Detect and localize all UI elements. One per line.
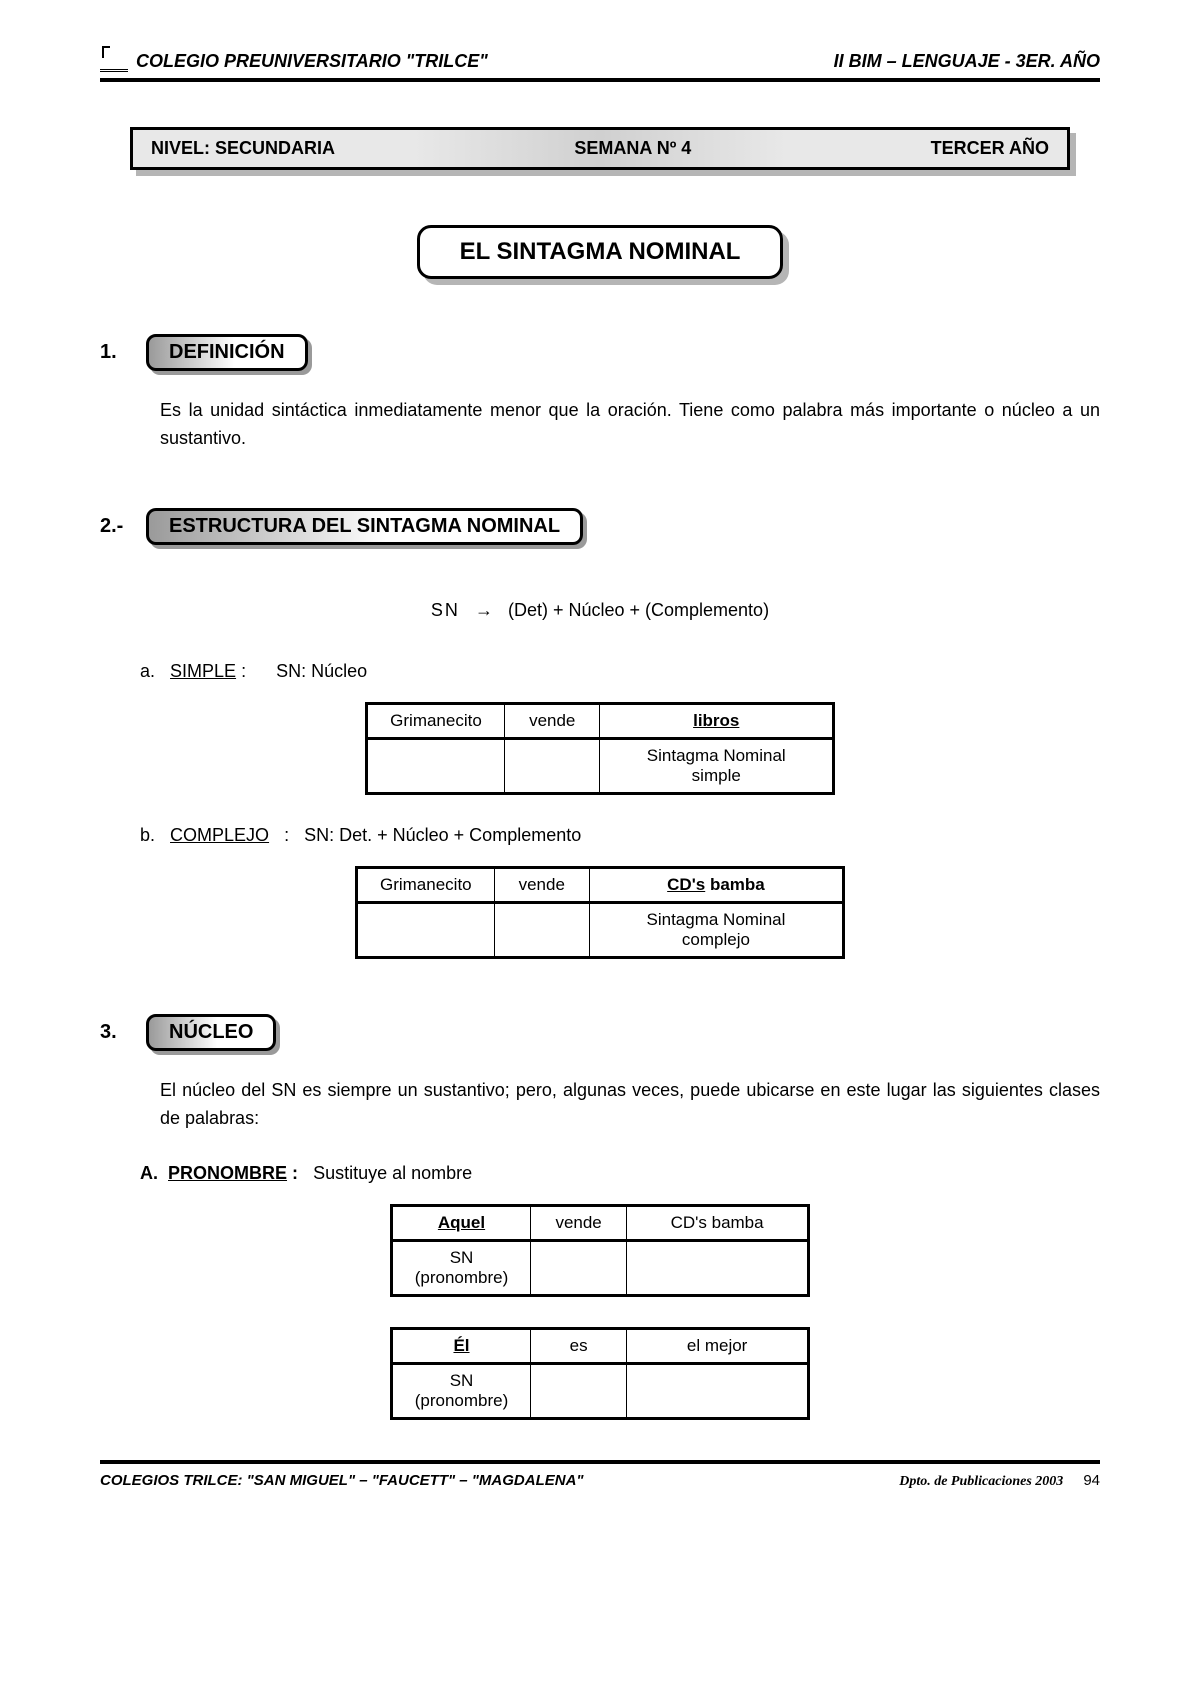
table-complejo: Grimanecito vende CD's bamba Sintagma No… xyxy=(355,866,845,959)
section-number: 1. xyxy=(100,341,128,364)
table-pronombre-2: Él es el mejor SN (pronombre) xyxy=(390,1327,810,1420)
subitem-desc: SN: Núcleo xyxy=(276,661,367,681)
cell: Sintagma Nominal simple xyxy=(600,738,834,793)
header-rule xyxy=(100,78,1100,82)
cell-rest: bamba xyxy=(705,875,765,894)
cell-line1: Sintagma Nominal xyxy=(647,746,786,765)
cell-underline: CD's xyxy=(667,875,705,894)
subitem-label: COMPLEJO xyxy=(170,825,269,845)
footer-rule xyxy=(100,1460,1100,1464)
cell: SN (pronombre) xyxy=(392,1363,531,1418)
table-row: SN (pronombre) xyxy=(392,1240,809,1295)
cell xyxy=(531,1240,627,1295)
info-bar: NIVEL: SECUNDARIA SEMANA Nº 4 TERCER AÑO xyxy=(130,127,1070,170)
table-pronombre-1: Aquel vende CD's bamba SN (pronombre) xyxy=(390,1204,810,1297)
cell: Grimanecito xyxy=(357,867,495,902)
section-definicion: 1. DEFINICIÓN Es la unidad sintáctica in… xyxy=(100,334,1100,453)
cell xyxy=(627,1363,809,1418)
footer-schools: COLEGIOS TRILCE: "SAN MIGUEL" – "FAUCETT… xyxy=(100,1472,584,1489)
table-row: Sintagma Nominal complejo xyxy=(357,902,844,957)
subitem-letter: A. xyxy=(140,1163,158,1183)
cell: SN (pronombre) xyxy=(392,1240,531,1295)
section-nucleo: 3. NÚCLEO El núcleo del SN es siempre un… xyxy=(100,1014,1100,1420)
table-simple: Grimanecito vende libros Sintagma Nomina… xyxy=(365,702,835,795)
page-header: COLEGIO PREUNIVERSITARIO "TRILCE" II BIM… xyxy=(100,50,1100,72)
cell: vende xyxy=(504,703,600,738)
subitem-label: SIMPLE xyxy=(170,661,236,681)
arrow-icon: → xyxy=(475,600,493,620)
cell xyxy=(494,902,589,957)
subitem-label: PRONOMBRE xyxy=(168,1163,287,1183)
section-heading: NÚCLEO xyxy=(146,1014,276,1051)
book-icon xyxy=(100,50,128,72)
cell: CD's bamba xyxy=(589,867,843,902)
cell xyxy=(357,902,495,957)
cell-text: libros xyxy=(693,711,739,730)
cell-line1: Sintagma Nominal xyxy=(647,910,786,929)
table-row: Sintagma Nominal simple xyxy=(367,738,834,793)
cell-line1: SN xyxy=(450,1371,474,1390)
cell: Grimanecito xyxy=(367,703,505,738)
section-number: 3. xyxy=(100,1021,128,1044)
cell: Aquel xyxy=(392,1205,531,1240)
cell-line2: (pronombre) xyxy=(415,1268,509,1287)
cell-line2: complejo xyxy=(682,930,750,949)
cell xyxy=(531,1363,627,1418)
cell-line1: SN xyxy=(450,1248,474,1267)
colon: : xyxy=(292,1163,298,1183)
cell xyxy=(627,1240,809,1295)
definicion-text: Es la unidad sintáctica inmediatamente m… xyxy=(160,397,1100,453)
formula-row: SN → (Det) + Núcleo + (Complemento) xyxy=(100,600,1100,621)
section-estructura: 2.- ESTRUCTURA DEL SINTAGMA NOMINAL SN →… xyxy=(100,508,1100,959)
subitem-desc: SN: Det. + Núcleo + Complemento xyxy=(304,825,581,845)
cell: Sintagma Nominal complejo xyxy=(589,902,843,957)
table-row: Él es el mejor xyxy=(392,1328,809,1363)
cell: es xyxy=(531,1328,627,1363)
cell: vende xyxy=(531,1205,627,1240)
section-number: 2.- xyxy=(100,515,128,538)
cell: Él xyxy=(392,1328,531,1363)
subitem-pronombre: A. PRONOMBRE : Sustituye al nombre xyxy=(140,1163,1100,1184)
year-label: TERCER AÑO xyxy=(931,138,1049,159)
cell-text: Él xyxy=(453,1336,469,1355)
table-row: Grimanecito vende CD's bamba xyxy=(357,867,844,902)
week-label: SEMANA Nº 4 xyxy=(574,138,691,159)
section-heading: ESTRUCTURA DEL SINTAGMA NOMINAL xyxy=(146,508,583,545)
table-row: Aquel vende CD's bamba xyxy=(392,1205,809,1240)
colon: : xyxy=(241,661,246,681)
level-label: NIVEL: SECUNDARIA xyxy=(151,138,335,159)
subitem-desc: Sustituye al nombre xyxy=(313,1163,472,1183)
cell: CD's bamba xyxy=(627,1205,809,1240)
cell-text: Aquel xyxy=(438,1213,485,1232)
nucleo-text: El núcleo del SN es siempre un sustantiv… xyxy=(160,1077,1100,1133)
school-name: COLEGIO PREUNIVERSITARIO "TRILCE" xyxy=(136,51,488,72)
colon: : xyxy=(284,825,289,845)
course-label: II BIM – LENGUAJE - 3ER. AÑO xyxy=(834,51,1100,72)
page-footer: COLEGIOS TRILCE: "SAN MIGUEL" – "FAUCETT… xyxy=(100,1472,1100,1490)
formula-rhs: (Det) + Núcleo + (Complemento) xyxy=(508,600,769,620)
page-title: EL SINTAGMA NOMINAL xyxy=(417,225,784,279)
footer-dept: Dpto. de Publicaciones 2003 xyxy=(899,1474,1063,1490)
formula-sn: SN xyxy=(431,600,460,620)
header-left: COLEGIO PREUNIVERSITARIO "TRILCE" xyxy=(100,50,488,72)
cell-line2: simple xyxy=(692,766,741,785)
section-heading: DEFINICIÓN xyxy=(146,334,308,371)
table-row: SN (pronombre) xyxy=(392,1363,809,1418)
cell: libros xyxy=(600,703,834,738)
cell: el mejor xyxy=(627,1328,809,1363)
cell xyxy=(367,738,505,793)
table-row: Grimanecito vende libros xyxy=(367,703,834,738)
cell: vende xyxy=(494,867,589,902)
cell xyxy=(504,738,600,793)
subitem-simple: a. SIMPLE : SN: Núcleo xyxy=(140,661,1100,682)
subitem-letter: a. xyxy=(140,661,155,681)
subitem-letter: b. xyxy=(140,825,155,845)
subitem-complejo: b. COMPLEJO : SN: Det. + Núcleo + Comple… xyxy=(140,825,1100,846)
page-number: 94 xyxy=(1083,1472,1100,1489)
cell-line2: (pronombre) xyxy=(415,1391,509,1410)
